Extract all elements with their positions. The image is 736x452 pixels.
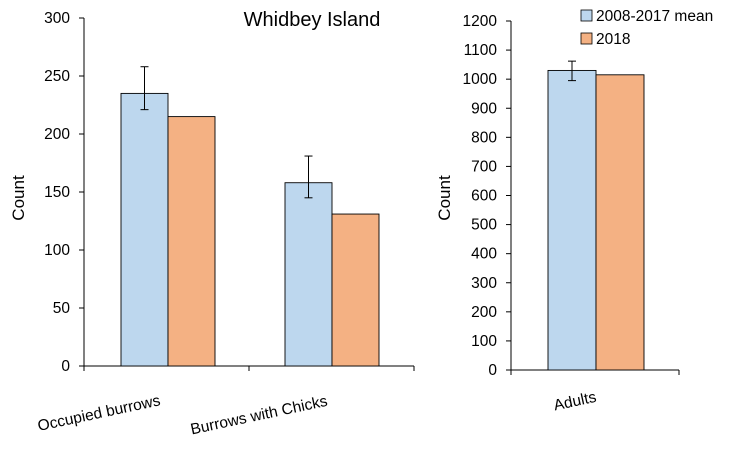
left-y-axis-label: Count <box>9 175 28 221</box>
y-tick-label: 150 <box>44 184 70 201</box>
y-tick-label: 300 <box>44 10 70 27</box>
y-tick-label: 100 <box>44 242 70 259</box>
bar-2018 <box>167 116 216 367</box>
y-tick-label: 500 <box>471 217 497 234</box>
y-tick-label: 800 <box>471 129 497 146</box>
panel-1: 0 50 100 150 200 250 300 Occupied burrows Burrow… <box>36 10 415 439</box>
legend: 2008-2017 mean 2018 <box>580 8 713 48</box>
x-category-label: Adults <box>552 389 598 415</box>
y-tick-label: 1200 <box>463 13 498 30</box>
legend-label-2018: 2018 <box>596 31 630 48</box>
y-tick-label: 250 <box>44 68 70 85</box>
bar-mean <box>120 92 169 367</box>
bar-2018 <box>595 74 645 371</box>
y-tick-label: 200 <box>471 304 497 321</box>
bar-mean <box>284 182 333 367</box>
y-tick-label: 0 <box>61 358 70 375</box>
legend-swatch-2018 <box>580 32 593 45</box>
x-category-label: Burrows with Chicks <box>189 393 329 439</box>
y-tick-label: 600 <box>471 188 497 205</box>
y-tick-label: 300 <box>471 275 497 292</box>
y-tick-label: 100 <box>471 333 497 350</box>
right-y-axis-label: Count <box>435 175 454 221</box>
chart-title: Whidbey Island <box>244 9 381 31</box>
x-category-label: Occupied burrows <box>36 392 162 435</box>
y-tick-label: 900 <box>471 100 497 117</box>
y-tick-label: 400 <box>471 246 497 263</box>
bar-2018 <box>331 213 380 367</box>
y-tick-label: 50 <box>53 300 71 317</box>
y-tick-label: 1000 <box>463 71 498 88</box>
legend-label-mean: 2008-2017 mean <box>596 8 713 25</box>
bar-mean <box>547 69 597 371</box>
legend-swatch-mean <box>580 9 593 22</box>
chart-panels: 0 50 100 150 200 250 300 Occupied burrows Burrow… <box>36 10 680 439</box>
panel-2: 0 100 200 300 400 500 600 700 800 900 1000 1100 1200… <box>463 13 680 415</box>
y-tick-label: 1100 <box>464 42 498 59</box>
y-tick-label: 200 <box>44 126 70 143</box>
y-tick-label: 0 <box>488 362 497 379</box>
y-tick-label: 700 <box>471 158 497 175</box>
